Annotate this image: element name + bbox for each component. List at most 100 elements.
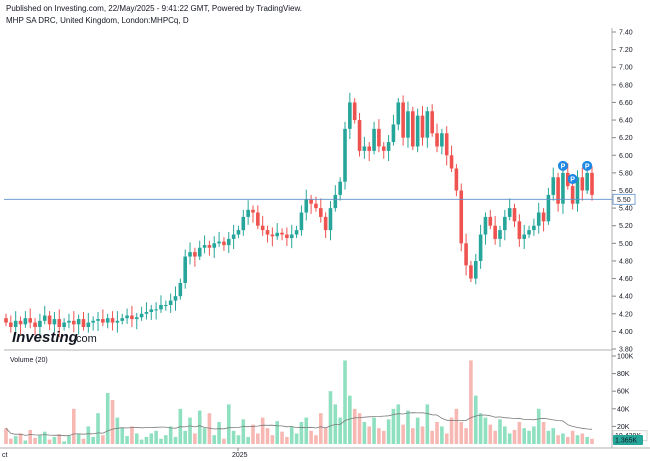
volume-bar (440, 426, 444, 444)
candle-body (188, 252, 192, 257)
candle-body (570, 186, 575, 204)
price-tick-label: 5.00 (619, 241, 633, 248)
volume-bar (309, 430, 313, 444)
volume-bar (323, 428, 328, 444)
price-tick-label: 4.60 (619, 276, 633, 283)
event-badge-label: P (585, 163, 590, 170)
volume-bar (120, 428, 125, 444)
volume-bar (503, 426, 507, 444)
volume-bar (357, 413, 362, 444)
volume-bar (473, 395, 478, 444)
candle-body (231, 234, 236, 239)
candle-body (343, 128, 347, 182)
volume-tick-label: 40K (617, 406, 630, 413)
candle-body (546, 194, 551, 222)
volume-bar (304, 417, 309, 444)
candle-body (391, 124, 396, 143)
candle-body (498, 230, 502, 239)
volume-bar (328, 391, 333, 444)
candle-body (551, 177, 556, 195)
candle-body (377, 128, 381, 147)
volume-bar (556, 435, 560, 444)
volume-bar (241, 419, 246, 444)
candle-body (435, 133, 439, 147)
candle-body (575, 177, 580, 204)
volume-bar (62, 441, 66, 444)
candle-body (503, 216, 507, 231)
volume-bar (9, 438, 13, 444)
candle-body (18, 320, 23, 325)
volume-bar (532, 426, 536, 444)
volume-tick-label: 80K (617, 371, 630, 378)
candle-body (488, 216, 493, 226)
candle-body (444, 133, 449, 156)
candle-body (13, 320, 18, 327)
candle-body (478, 234, 483, 261)
volume-bar (23, 440, 28, 444)
candle-body (91, 320, 95, 323)
last-price-box (612, 193, 636, 205)
candle-body (469, 265, 473, 279)
candle-body (561, 172, 565, 204)
candle-body (386, 142, 391, 151)
candle-body (130, 315, 134, 320)
volume-bar (28, 429, 33, 444)
candle-body (314, 203, 318, 209)
candle-body (256, 212, 260, 226)
volume-bar (411, 428, 415, 444)
volume-bar (72, 408, 76, 444)
candle-body (357, 120, 362, 151)
candle-body (265, 230, 270, 235)
event-badge-label: P (561, 163, 566, 170)
volume-bar (285, 436, 289, 444)
candle-body (483, 216, 488, 235)
volume-bar (18, 433, 23, 444)
price-tick-label: 4.00 (619, 329, 633, 336)
candle-body (323, 216, 328, 231)
volume-bar (575, 435, 580, 444)
volume-bar (38, 435, 42, 444)
candle-body (33, 322, 37, 327)
candle-body (280, 232, 284, 235)
candle-body (362, 146, 367, 151)
candle-body (590, 172, 594, 195)
candle-body (125, 315, 129, 319)
volume-title: Volume (20) (10, 357, 48, 364)
candle-body (333, 194, 338, 209)
volume-bar (144, 436, 149, 444)
price-tick-label: 5.40 (619, 206, 633, 213)
volume-bar (270, 435, 275, 444)
candle-body (270, 234, 275, 237)
volume-bar (585, 436, 589, 444)
volume-bar (377, 428, 381, 444)
volume-ma-box (613, 435, 643, 445)
chart-header: Published on Investing.com, 22/May/2025 … (6, 3, 302, 27)
volume-bar (565, 436, 570, 444)
candle-body (348, 102, 352, 129)
volume-bar (115, 417, 120, 444)
candle-body (52, 319, 57, 325)
candle-body (38, 320, 42, 327)
volume-bar (110, 400, 115, 444)
candle-body (57, 319, 62, 327)
volume-bar (67, 436, 71, 444)
volume-bar (580, 433, 585, 444)
time-tick-label: 2025 (232, 452, 248, 459)
candle-body (585, 172, 589, 191)
time-tick-label: ct (2, 452, 8, 459)
candle-body (222, 241, 226, 246)
volume-bar (13, 436, 18, 444)
price-tick-label: 6.60 (619, 100, 633, 107)
publish-info: Published on Investing.com, 22/May/2025 … (6, 4, 303, 13)
volume-bar (425, 404, 430, 444)
candle-body (67, 320, 71, 323)
volume-bar (231, 430, 236, 444)
candle-body (289, 234, 294, 239)
event-badge (567, 174, 578, 185)
volume-bar (183, 430, 187, 444)
price-tick-label: 6.40 (619, 118, 633, 125)
volume-bar (561, 433, 565, 444)
candle-body (309, 199, 313, 204)
volume-bar (362, 422, 367, 444)
